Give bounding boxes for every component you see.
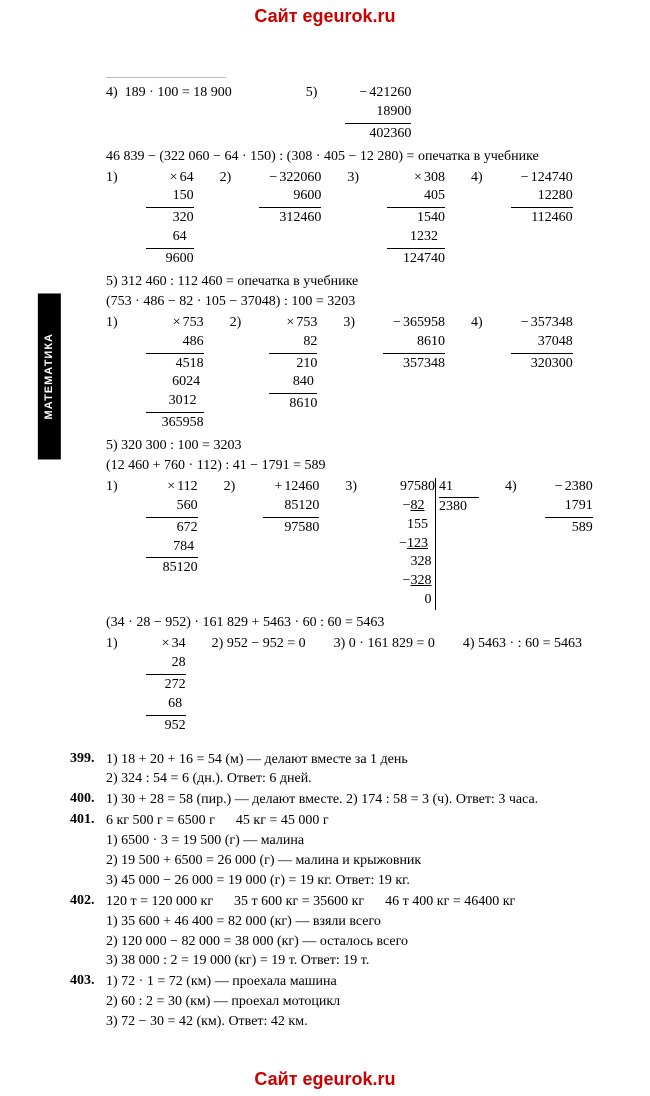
p398-c3-label: 3): [347, 169, 361, 269]
p398-e4-label: 4): [505, 478, 519, 610]
p398-f3: 3) 0 · 161 829 = 0: [334, 635, 437, 735]
p398-expr1: 46 839 − (322 060 − 64 · 150) : (308 · 4…: [106, 148, 620, 167]
p400-l1: 1) 30 + 28 = 58 (пир.) — делают вместе. …: [106, 791, 538, 810]
p398-row-f: 1) ×34 28 272 68 952 2) 952 − 952 = 0 3)…: [106, 635, 620, 735]
p398-c2-label: 2): [220, 169, 234, 269]
p398-c3: ×308 405 1540 1232 124740: [387, 169, 445, 269]
p399-number: 399.: [70, 750, 100, 769]
p398-e1: ×112 560 672 784 85120: [146, 478, 198, 610]
p400: 400. 1) 30 + 28 = 58 (пир.) — делают вме…: [70, 790, 620, 811]
top-watermark: Сайт egeurok.ru: [0, 0, 650, 33]
p403-l2: 2) 60 : 2 = 30 (км) — проехал мотоцикл: [106, 993, 340, 1012]
p398-d2: ×753 82 210 840 8610: [269, 314, 317, 433]
p402-number: 402.: [70, 892, 100, 911]
p402-l2: 2) 120 000 − 82 000 = 38 000 (кг) — оста…: [106, 933, 515, 952]
p398-e4: −2380 1791 589: [545, 478, 593, 610]
p398-d4-label: 4): [471, 314, 485, 433]
p398-c2: −322060 9600 312460: [259, 169, 321, 269]
p398-d2-label: 2): [230, 314, 244, 433]
subject-side-label: МАТЕМАТИКА: [38, 293, 61, 459]
p403-number: 403.: [70, 972, 100, 991]
p398-4-text: 4) 189 · 100 = 18 900: [106, 84, 234, 144]
p399: 399. 1) 18 + 20 + 16 = 54 (м) — делают в…: [70, 750, 620, 791]
p403: 403. 1) 72 · 1 = 72 (км) — проехала маши…: [70, 972, 620, 1033]
p398-d4: −357348 37048 320300: [511, 314, 573, 433]
p398-f1-label: 1): [106, 635, 120, 735]
p398-c1: ×64 150 320 64 9600: [146, 169, 194, 269]
p403-l1: 1) 72 · 1 = 72 (км) — проехала машина: [106, 973, 340, 992]
p398-top-row: 4) 189 · 100 = 18 900 5) −421260 18900 4…: [106, 84, 620, 144]
bottom-watermark: Сайт egeurok.ru: [0, 1063, 650, 1096]
p398-e1-label: 1): [106, 478, 120, 610]
p398-sub5: −421260 18900 402360: [345, 84, 411, 144]
page-body: МАТЕМАТИКА 4) 189 · 100 = 18 900 5) −421…: [0, 33, 650, 1063]
p399-l2: 2) 324 : 54 = 6 (дн.). Ответ: 6 дней.: [106, 770, 408, 789]
p398-expr3: (12 460 + 760 · 112) : 41 − 1791 = 589: [106, 457, 620, 476]
p401-number: 401.: [70, 811, 100, 830]
p402-l3: 3) 38 000 : 2 = 19 000 (кг) = 19 т. Отве…: [106, 952, 515, 971]
p398-c4: −124740 12280 112460: [511, 169, 573, 269]
p398-e2: +12460 85120 97580: [263, 478, 319, 610]
p398-row-c: 1) ×64 150 320 64 9600 2) −322060 9600 3…: [106, 169, 620, 269]
p402-l0: 120 т = 120 000 кг 35 т 600 кг = 35600 к…: [106, 893, 515, 912]
p398-d3: −365958 8610 357348: [383, 314, 445, 433]
p398-expr2: (753 · 486 − 82 · 105 − 37048) : 100 = 3…: [106, 293, 620, 312]
p402-l1: 1) 35 600 + 46 400 = 82 000 (кг) — взяли…: [106, 913, 515, 932]
p398-e2-label: 2): [224, 478, 238, 610]
p401-l2: 2) 19 500 + 6500 = 26 000 (г) — малина и…: [106, 852, 421, 871]
p398-expr4: (34 · 28 − 952) · 161 829 + 5463 · 60 : …: [106, 614, 620, 633]
p401: 401. 6 кг 500 г = 6500 г 45 кг = 45 000 …: [70, 811, 620, 892]
p398-row-d: 1) ×753 486 4518 6024 3012 365958 2) ×75…: [106, 314, 620, 433]
p398-e3-longdiv: 97580 −82 155 −123 328 −328 0 41 2380: [385, 478, 479, 610]
p399-l1: 1) 18 + 20 + 16 = 54 (м) — делают вместе…: [106, 751, 408, 770]
p398-f1: ×34 28 272 68 952: [146, 635, 186, 735]
p401-l3: 3) 45 000 − 26 000 = 19 000 (г) = 19 кг.…: [106, 872, 421, 891]
p402: 402. 120 т = 120 000 кг 35 т 600 кг = 35…: [70, 892, 620, 973]
p398-f4: 4) 5463 · : 60 = 5463: [463, 635, 584, 735]
p403-l3: 3) 72 − 30 = 42 (км). Ответ: 42 км.: [106, 1013, 340, 1032]
p400-number: 400.: [70, 790, 100, 809]
p398-e3-label: 3): [345, 478, 359, 610]
top-rule: [106, 77, 226, 78]
p401-l1: 1) 6500 · 3 = 19 500 (г) — малина: [106, 832, 421, 851]
p398-f2: 2) 952 − 952 = 0: [212, 635, 308, 735]
p401-l0: 6 кг 500 г = 6500 г 45 кг = 45 000 г: [106, 812, 421, 831]
p398-l5: 5) 320 300 : 100 = 3203: [106, 437, 620, 456]
p398-c1-label: 1): [106, 169, 120, 269]
p398-5-label: 5): [306, 84, 320, 144]
p398-d1: ×753 486 4518 6024 3012 365958: [146, 314, 204, 433]
p398-row-e: 1) ×112 560 672 784 85120 2) +12460 8512…: [106, 478, 620, 610]
p398-d1-label: 1): [106, 314, 120, 433]
p398-note1: 5) 312 460 : 112 460 = опечатка в учебни…: [106, 273, 620, 292]
p398-d3-label: 3): [343, 314, 357, 433]
p398-c4-label: 4): [471, 169, 485, 269]
